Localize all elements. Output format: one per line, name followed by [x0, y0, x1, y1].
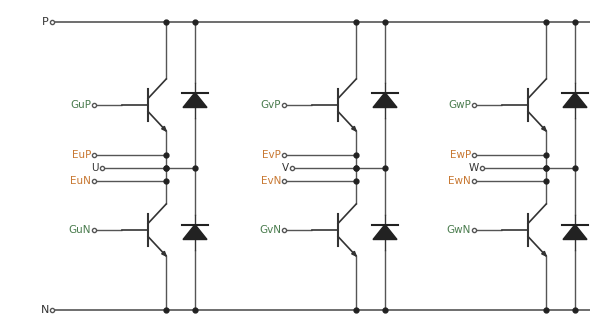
Text: N: N [41, 305, 49, 315]
Text: EvN: EvN [260, 176, 281, 186]
Text: GvN: GvN [259, 225, 281, 235]
Polygon shape [541, 126, 546, 131]
Text: EuP: EuP [72, 150, 91, 160]
Polygon shape [373, 93, 397, 108]
Polygon shape [541, 251, 546, 256]
Text: P: P [42, 17, 49, 27]
Text: GuP: GuP [70, 100, 91, 110]
Text: GuN: GuN [69, 225, 91, 235]
Polygon shape [373, 224, 397, 239]
Text: V: V [282, 163, 289, 173]
Polygon shape [183, 224, 207, 239]
Polygon shape [183, 93, 207, 108]
Polygon shape [161, 251, 166, 256]
Text: EvP: EvP [262, 150, 281, 160]
Polygon shape [161, 126, 166, 131]
Text: EuN: EuN [70, 176, 91, 186]
Text: GwN: GwN [447, 225, 471, 235]
Text: EwP: EwP [450, 150, 471, 160]
Text: U: U [92, 163, 99, 173]
Text: GwP: GwP [448, 100, 471, 110]
Polygon shape [563, 224, 587, 239]
Text: W: W [469, 163, 479, 173]
Text: EwN: EwN [448, 176, 471, 186]
Polygon shape [351, 251, 356, 256]
Polygon shape [563, 93, 587, 108]
Polygon shape [351, 126, 356, 131]
Text: GvP: GvP [260, 100, 281, 110]
